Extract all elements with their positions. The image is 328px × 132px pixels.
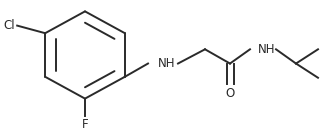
Text: O: O	[225, 87, 235, 100]
Text: NH: NH	[258, 43, 276, 56]
Text: NH: NH	[158, 57, 175, 70]
Text: Cl: Cl	[4, 19, 15, 32]
Text: F: F	[82, 118, 88, 131]
